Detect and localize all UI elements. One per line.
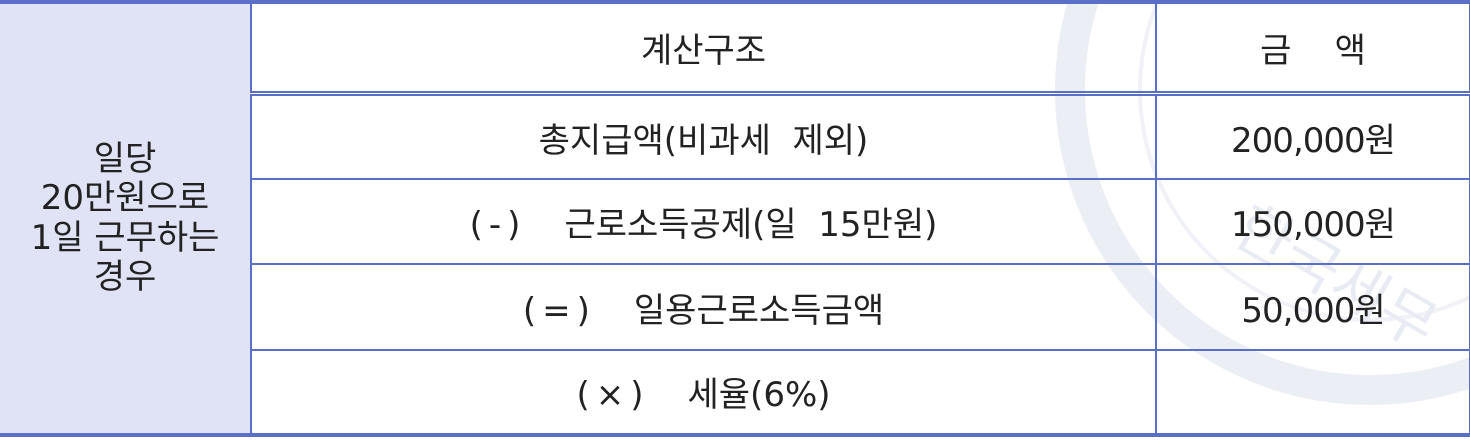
table-row: (=) 일용근로소득금액 50,000원	[0, 263, 1470, 350]
amount-cell: 150,000원	[1155, 178, 1470, 265]
condition-line: 일당	[93, 139, 157, 180]
table-row: (×) 세율(6%)	[0, 348, 1470, 438]
operator-label: (-)	[469, 205, 527, 246]
table-row: (-) 근로소득공제(일 15만원) 150,000원	[0, 178, 1470, 265]
amount-cell: 50,000원	[1155, 263, 1470, 350]
amount-cell	[1155, 348, 1470, 438]
condition-line: 경우	[93, 256, 157, 297]
operator-label: (=)	[522, 290, 596, 331]
operator-label: (×)	[576, 375, 650, 416]
structure-cell: (-) 근로소득공제(일 15만원)	[250, 178, 1157, 265]
header-structure: 계산구조	[250, 0, 1157, 97]
structure-cell: (=) 일용근로소득금액	[250, 263, 1157, 350]
amount-cell: 200,000원	[1155, 93, 1470, 180]
item-label: 세율(6%)	[687, 375, 831, 416]
structure-cell: 총지급액(비과세 제외)	[250, 93, 1157, 180]
item-label: 근로소득공제(일 15만원)	[564, 205, 938, 246]
condition-cell: 일당 20만원으로 1일 근무하는 경우	[0, 0, 252, 437]
table-row: 총지급액(비과세 제외) 200,000원	[0, 93, 1470, 180]
item-label: 총지급액(비과세 제외)	[538, 120, 869, 161]
condition-line: 1일 근무하는	[30, 217, 220, 258]
item-label: 일용근로소득금액	[633, 290, 885, 331]
header-amount: 금 액	[1155, 0, 1470, 97]
structure-cell: (×) 세율(6%)	[250, 348, 1157, 438]
condition-line: 20만원으로	[40, 178, 210, 219]
